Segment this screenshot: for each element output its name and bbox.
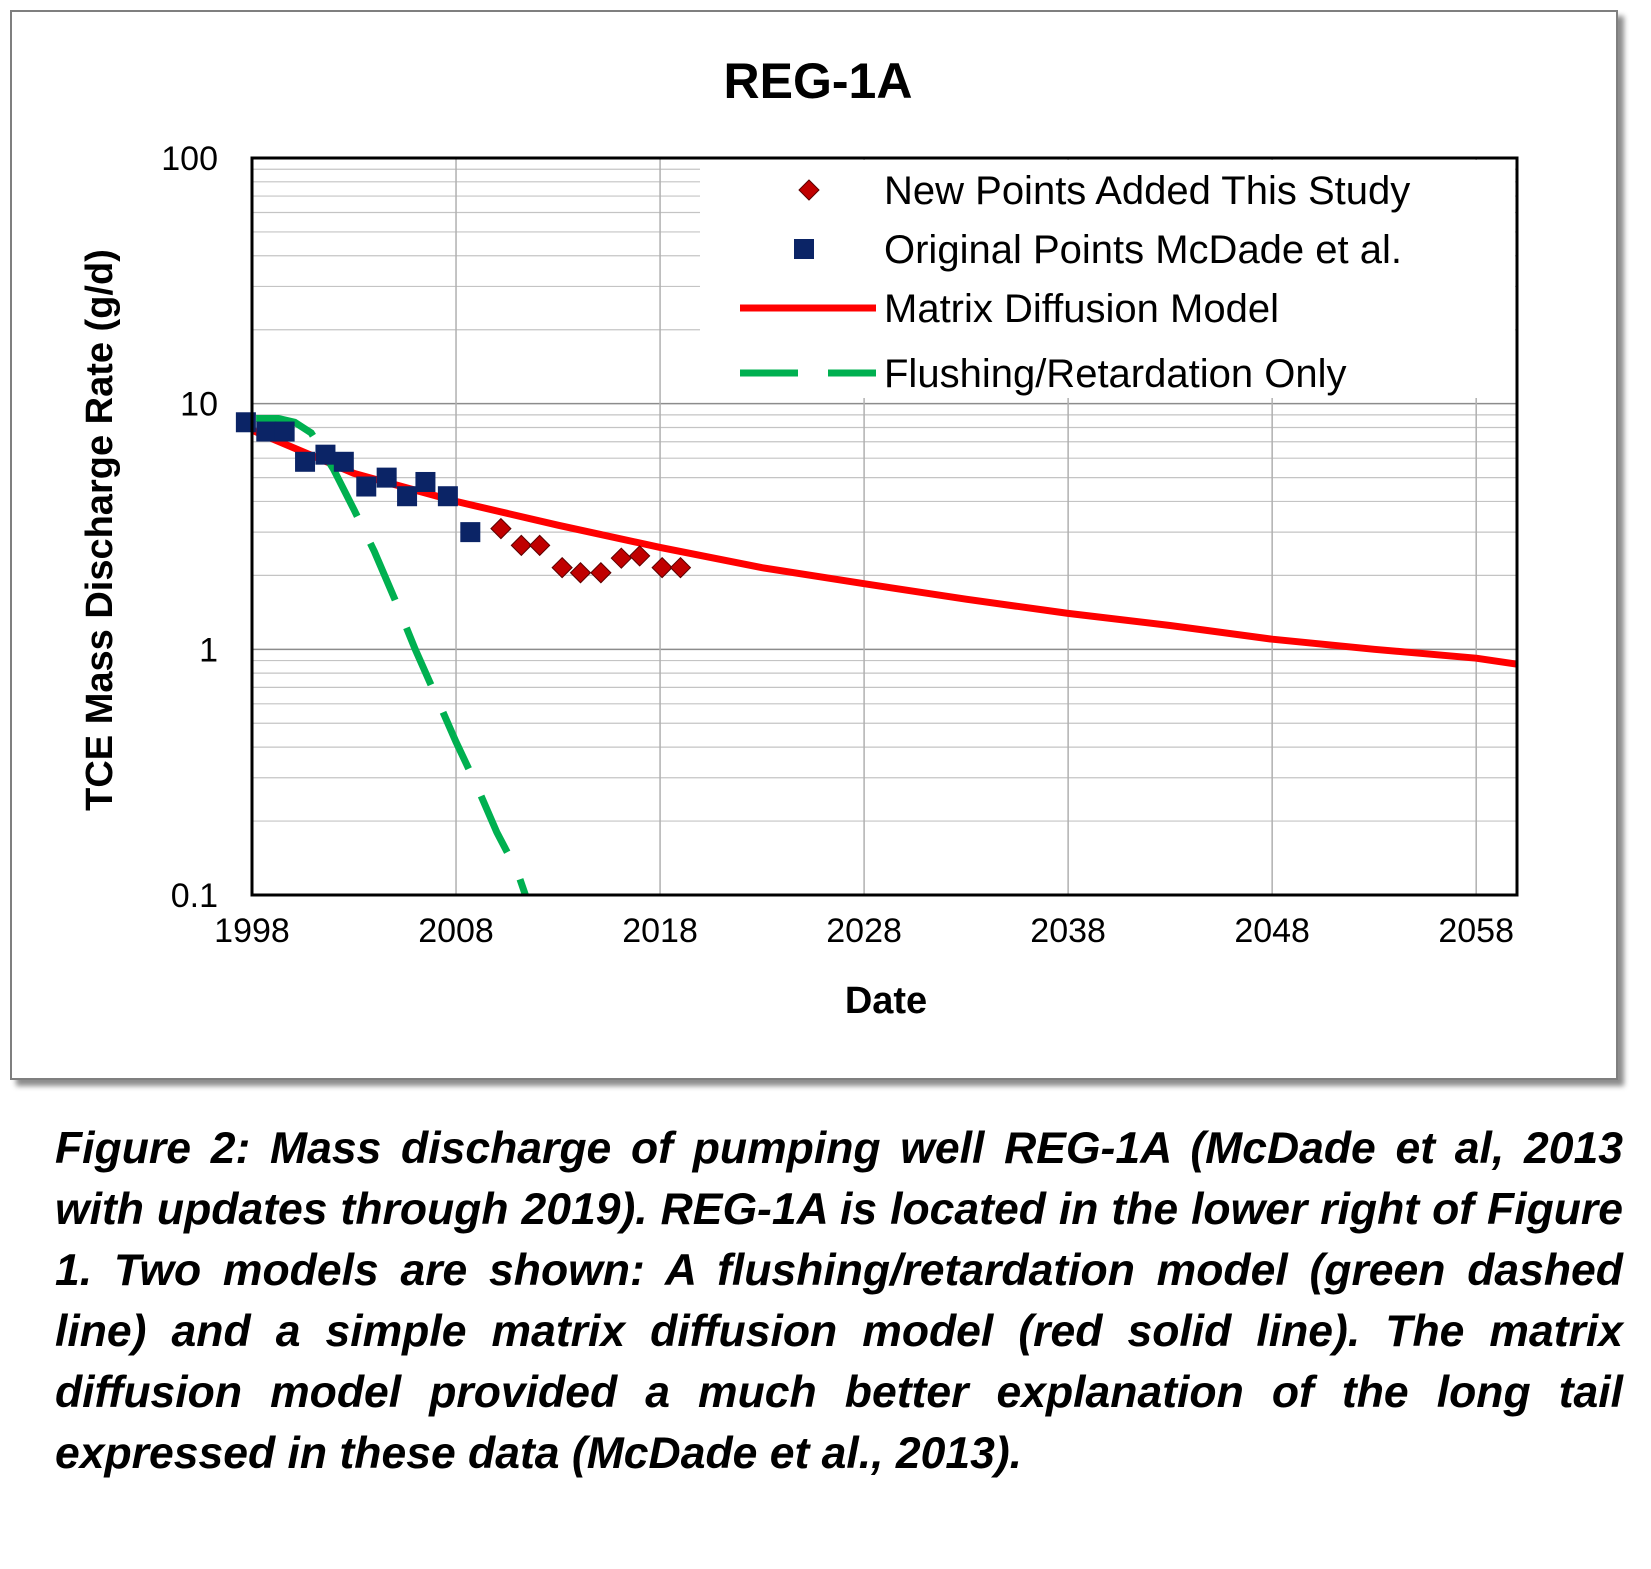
x-axis-title: Date [845, 980, 927, 1022]
data-point-new [569, 562, 592, 584]
legend-swatch-diamond [798, 179, 820, 201]
x-tick-label: 1998 [214, 912, 290, 950]
plot-area-border [250, 156, 1519, 897]
legend-box [700, 160, 1515, 398]
data-point-new [590, 562, 612, 584]
series-line-flushing [256, 415, 529, 897]
legend-label: Original Points McDade et al. [884, 228, 1402, 272]
data-point-new [628, 545, 651, 567]
data-point-new [610, 547, 633, 569]
data-point-new [551, 556, 573, 579]
y-tick-label: 100 [161, 140, 218, 178]
legend-label: New Points Added This Study [884, 169, 1410, 213]
data-point-original [356, 476, 377, 497]
data-point-original [315, 444, 336, 465]
x-tick-label: 2058 [1438, 912, 1514, 950]
series-line-matrix-diffusion [250, 426, 1518, 668]
y-axis-title: TCE Mass Discharge Rate (g/d) [79, 249, 121, 811]
data-point-original [333, 451, 354, 472]
y-tick-label: 10 [180, 386, 218, 424]
data-point-original [460, 522, 481, 543]
data-point-original [274, 421, 295, 442]
x-tick-label: 2038 [1030, 912, 1106, 950]
y-tick-label: 0.1 [171, 877, 218, 915]
data-point-original [256, 421, 277, 442]
data-point-original [415, 471, 436, 492]
chart-title: REG-1A [724, 53, 913, 109]
data-point-original [397, 486, 418, 507]
x-tick-label: 2048 [1234, 912, 1310, 950]
x-tick-label: 2008 [418, 912, 494, 950]
data-point-new [669, 556, 692, 579]
tick-labels: 1998 2008 2018 2028 2038 2048 2058 0.1 1 10 100 [161, 140, 1514, 950]
legend: New Points Added This Study Original Poin… [740, 169, 1410, 396]
y-tick-label: 1 [199, 631, 218, 669]
legend-swatch-square [794, 239, 814, 259]
legend-label: Flushing/Retardation Only [884, 352, 1346, 396]
x-tick-label: 2028 [826, 912, 902, 950]
x-tick-label: 2018 [622, 912, 698, 950]
data-point-original [437, 486, 458, 507]
legend-background [700, 160, 1515, 398]
series-layer [235, 412, 1518, 897]
data-point-original [295, 451, 316, 472]
chart: 1998 2008 2018 2028 2038 2048 2058 0.1 1 10 100 Ne… [79, 53, 1519, 1022]
figure-caption: Figure 2: Mass discharge of pumping well… [55, 1124, 1623, 1478]
data-point-original [376, 467, 397, 488]
legend-label: Matrix Diffusion Model [884, 287, 1279, 331]
data-point-new [490, 517, 512, 540]
data-point-new [651, 556, 673, 579]
data-point-new [510, 534, 533, 557]
data-point-new [528, 534, 551, 557]
